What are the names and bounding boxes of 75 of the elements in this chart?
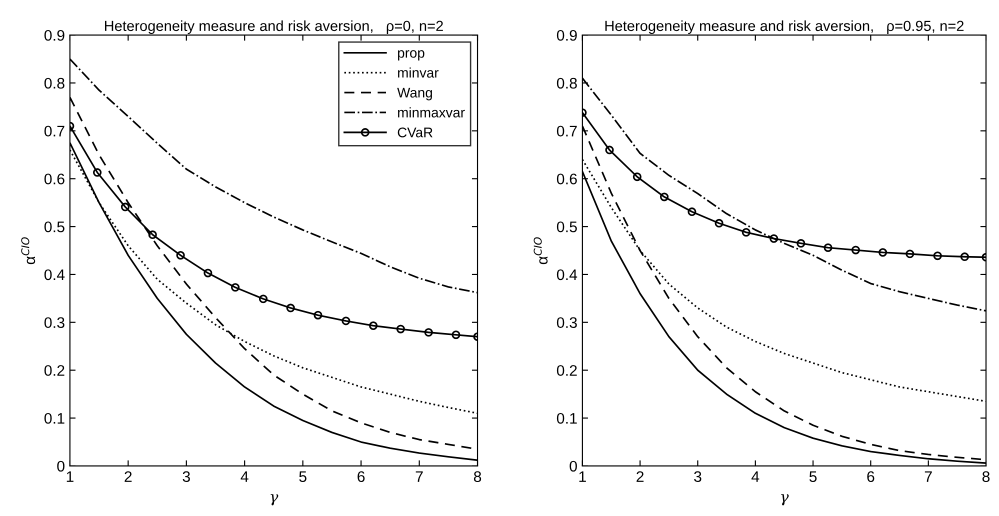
point [342, 316, 350, 326]
x-tick-label: 8 [982, 471, 990, 482]
point [286, 304, 295, 312]
point [204, 268, 212, 278]
y-tick-label: 0.8 [556, 78, 577, 89]
y-axis-title: α$^{CIO}$ [534, 237, 548, 264]
y-tick-label: 0.5 [44, 221, 64, 232]
y-tick-label: 0.4 [556, 269, 578, 280]
legend-label: prop [398, 50, 424, 61]
x-tick-label: 4 [240, 471, 248, 482]
point [452, 330, 460, 340]
x-tick-label: 1 [66, 471, 74, 482]
legend-label: minvar [398, 67, 439, 78]
point [120, 202, 130, 212]
x-tick-label: 6 [867, 471, 874, 482]
point [230, 283, 240, 292]
x-tick-label: 3 [182, 471, 190, 482]
point [688, 207, 696, 216]
point [605, 146, 614, 154]
chart-title: Heterogeneity measure and risk aversion, ρ=0, n=2 [105, 20, 443, 34]
point [424, 328, 433, 337]
x-axis-title: γ [781, 494, 789, 506]
x-tick-label: 8 [474, 471, 482, 482]
x-tick-label: 2 [124, 471, 132, 482]
y-tick-label: 0.7 [44, 126, 64, 137]
point [92, 168, 102, 177]
y-tick-label: 0.2 [44, 365, 64, 376]
chart-title: Heterogeneity measure and risk aversion, ρ=0.95, n=2 [605, 20, 964, 34]
legend-label: minmaxvar [398, 107, 465, 118]
x-tick-label: 1 [579, 471, 586, 482]
point [632, 172, 642, 182]
x-tick-label: 2 [636, 471, 644, 482]
point [878, 248, 888, 257]
point [368, 321, 378, 330]
point [148, 230, 157, 240]
point [742, 228, 750, 237]
y-tick-label: 0 [570, 460, 577, 472]
x-tick-label: 5 [809, 471, 817, 482]
x-tick-label: 4 [751, 471, 760, 482]
x-tick-label: 6 [358, 471, 365, 482]
y-tick-label: 0.6 [556, 174, 577, 184]
y-tick-label: 0.1 [556, 412, 577, 424]
x-tick-label: 3 [694, 471, 702, 482]
point [660, 192, 669, 202]
point [851, 246, 860, 254]
legend-label: Wang [397, 88, 432, 100]
point [960, 252, 969, 262]
y-tick-label: 0.9 [556, 30, 577, 41]
y-tick-label: 0.3 [44, 317, 64, 328]
y-tick-label: 0.9 [44, 30, 64, 41]
y-tick-label: 0.1 [44, 412, 64, 424]
y-tick-label: 0.5 [556, 221, 577, 232]
x-tick-label: 7 [924, 471, 932, 482]
y-tick-label: 0.3 [556, 317, 577, 328]
y-tick-label: 0 [57, 460, 64, 472]
y-tick-label: 0.2 [556, 365, 577, 376]
point [258, 294, 268, 304]
y-tick-label: 0.7 [556, 126, 577, 137]
y-tick-label: 0.4 [44, 269, 65, 280]
y-axis-title: α$^{CIO}$ [21, 237, 36, 264]
y-tick-label: 0.8 [44, 78, 64, 89]
point [314, 310, 322, 320]
point [824, 243, 832, 252]
point [796, 239, 806, 248]
point [770, 234, 778, 243]
point [714, 218, 724, 228]
legend-label: CVaR [398, 128, 432, 138]
x-tick-label: 7 [416, 471, 423, 482]
x-axis-title: γ [270, 494, 278, 506]
y-tick-label: 0.6 [44, 174, 64, 184]
point [933, 251, 942, 260]
x-tick-label: 5 [299, 471, 306, 482]
point [176, 251, 185, 260]
point [906, 250, 914, 258]
point [396, 324, 405, 334]
